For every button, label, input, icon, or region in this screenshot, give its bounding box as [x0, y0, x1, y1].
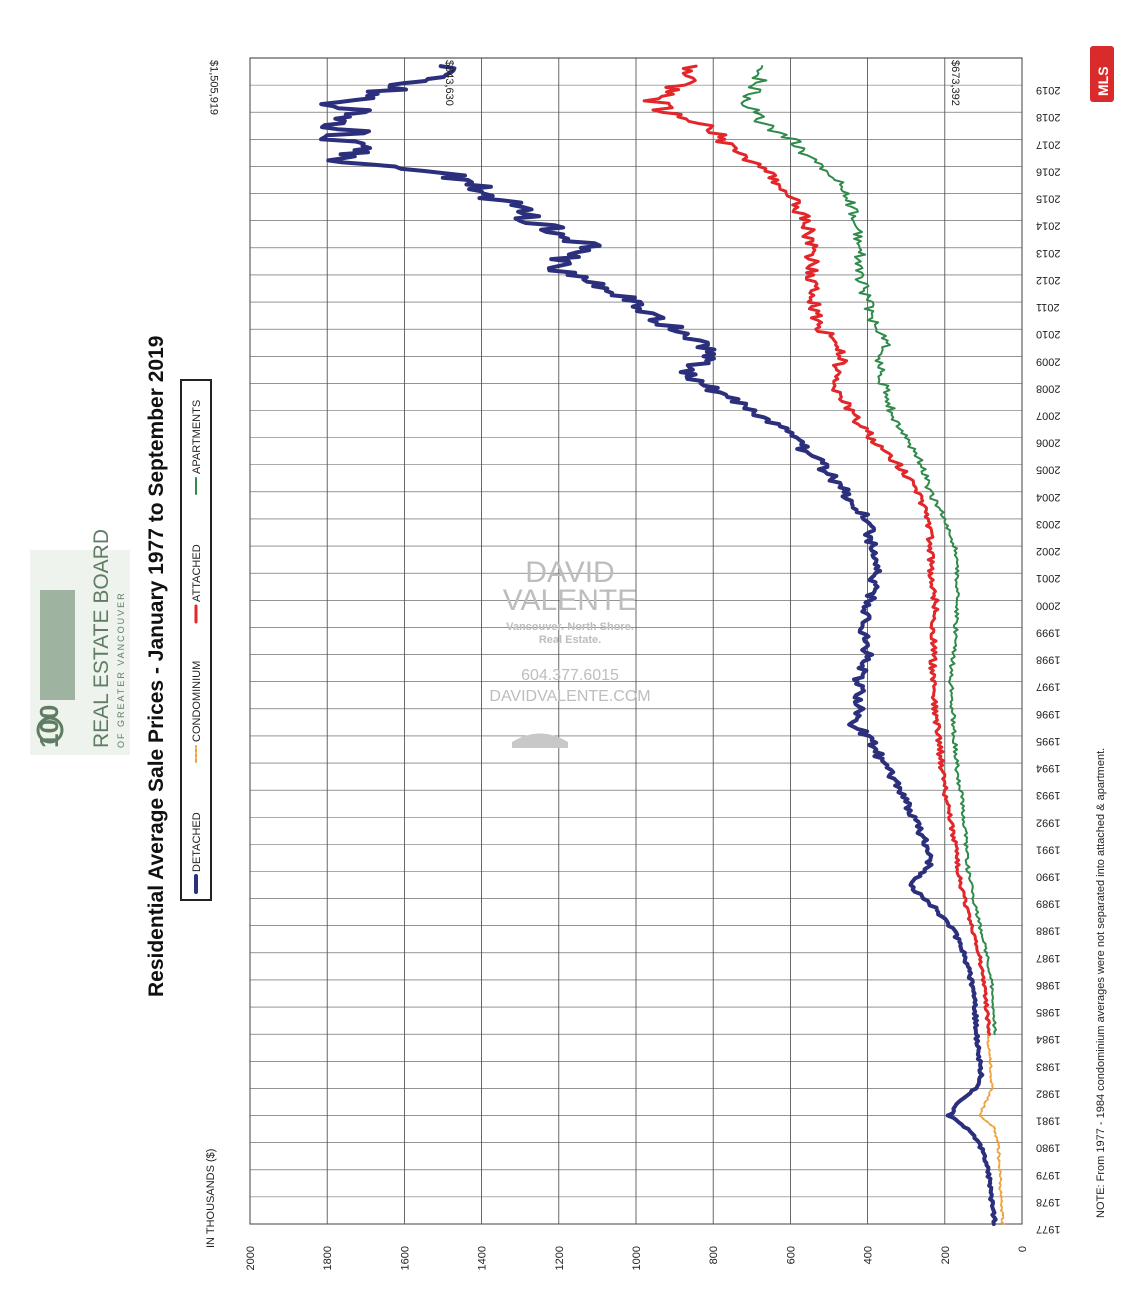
series-line-condominium: [978, 1033, 1005, 1225]
x-tick-label: 2013: [1036, 247, 1060, 259]
annotations: $1,505,919 $843,630 $673,392: [208, 60, 962, 115]
x-tick-label: 1979: [1036, 1169, 1060, 1181]
board-logo: 100 REAL ESTATE BOARD OF GREATER VANCOUV…: [30, 529, 130, 755]
x-tick-label: 1984: [1036, 1033, 1060, 1045]
x-tick-label: 2010: [1036, 328, 1060, 340]
x-tick-label: 1991: [1036, 843, 1060, 855]
watermark: DAVID VALENTE Vancouver. North Shore. Re…: [489, 556, 651, 748]
y-tick-label: 600: [785, 1246, 797, 1264]
x-tick-label: 2016: [1036, 165, 1060, 177]
x-tick-label: 1980: [1036, 1142, 1060, 1154]
y-tick-label: 800: [708, 1246, 720, 1264]
logo-board-name: REAL ESTATE BOARD: [90, 529, 113, 748]
x-tick-label: 2014: [1036, 220, 1060, 232]
x-tick-label: 2005: [1036, 464, 1060, 476]
x-tick-label: 1978: [1036, 1196, 1060, 1208]
y-tick-label: 2000: [245, 1246, 257, 1270]
y-tick-label: 200: [940, 1246, 952, 1264]
x-tick-label: 2001: [1036, 572, 1060, 584]
y-tick-label: 1800: [322, 1246, 334, 1270]
watermark-line2: VALENTE: [503, 584, 638, 617]
y-tick-label: 1600: [399, 1246, 411, 1270]
watermark-phone: 604.377.6015: [521, 667, 619, 684]
x-tick-label: 1997: [1036, 681, 1060, 693]
x-tick-label: 2004: [1036, 491, 1060, 503]
series-line-apartments: [740, 65, 997, 1036]
x-tick-label: 1999: [1036, 626, 1060, 638]
x-tick-label: 2006: [1036, 437, 1060, 449]
logo-board-sub: OF GREATER VANCOUVER: [116, 591, 126, 748]
legend-items: DETACHED CONDOMINIUM ATTACHED APARTMENTS: [191, 400, 203, 894]
x-tick-label: 1990: [1036, 870, 1060, 882]
x-tick-label: 2019: [1036, 84, 1060, 96]
logo-circle: [36, 716, 64, 744]
watermark-house-icon: [512, 733, 568, 748]
chart-title: Residential Average Sale Prices - Januar…: [145, 336, 168, 997]
y-tick-label: 0: [1017, 1246, 1029, 1252]
watermark-tagline2: Real Estate.: [539, 634, 601, 646]
x-tick-label: 1987: [1036, 952, 1060, 964]
x-tick-label: 1996: [1036, 708, 1060, 720]
legend-label-detached: DETACHED: [191, 812, 203, 872]
watermark-tagline1: Vancouver. North Shore.: [506, 621, 634, 633]
x-tick-label: 1993: [1036, 789, 1060, 801]
x-tick-label: 1988: [1036, 925, 1060, 937]
x-tick-label: 2008: [1036, 382, 1060, 394]
x-tick-label: 1982: [1036, 1087, 1060, 1099]
legend-label-condominium: CONDOMINIUM: [191, 661, 203, 742]
series-lines: [319, 64, 1005, 1226]
x-tick-label: 2018: [1036, 111, 1060, 123]
y-axis-label: IN THOUSANDS ($): [205, 1149, 217, 1248]
x-tick-label: 1992: [1036, 816, 1060, 828]
x-tick-label: 2002: [1036, 545, 1060, 557]
annotation-label: $843,630: [443, 60, 455, 106]
x-tick-label: 2009: [1036, 355, 1060, 367]
annotation-label: $1,505,919: [208, 60, 220, 115]
x-tick-label: 1995: [1036, 735, 1060, 747]
x-tick-labels: 1977 1978 1979 1980 1981 1982 1983 1984 1985 1986…: [1036, 84, 1060, 1235]
x-tick-label: 1985: [1036, 1006, 1060, 1018]
mls-text: MLS: [1095, 66, 1111, 96]
annotation-label: $673,392: [949, 60, 961, 106]
x-tick-label: 2017: [1036, 138, 1060, 150]
x-tick-label: 1981: [1036, 1115, 1060, 1127]
y-tick-label: 1200: [554, 1246, 566, 1270]
x-tick-label: 2011: [1036, 301, 1060, 313]
y-tick-label: 1400: [477, 1246, 489, 1270]
mls-logo: MLS: [1090, 46, 1114, 102]
watermark-line1: DAVID: [525, 556, 614, 589]
legend-label-apartments: APARTMENTS: [191, 400, 203, 474]
x-tick-label: 2012: [1036, 274, 1060, 286]
x-tick-label: 1977: [1036, 1223, 1060, 1235]
legend-frame: [180, 379, 212, 901]
y-tick-label: 1000: [631, 1246, 643, 1270]
x-tick-label: 1983: [1036, 1060, 1060, 1072]
y-tick-labels: 0 200 400 600 800 1000 1200 1400 1600 1800 2000: [245, 1246, 1029, 1270]
x-tick-label: 1986: [1036, 979, 1060, 991]
series-line-detached: [319, 64, 998, 1226]
legend-label-attached: ATTACHED: [191, 544, 203, 602]
watermark-web: DAVIDVALENTE.COM: [489, 688, 650, 705]
logo-ship-graphic: [40, 590, 75, 700]
footnote: NOTE: From 1977 - 1984 condominium avera…: [1095, 748, 1107, 1218]
x-tick-label: 1989: [1036, 898, 1060, 910]
chart-grid: [249, 57, 1023, 1225]
x-tick-label: 2007: [1036, 410, 1060, 422]
logo-badge: 100: [34, 705, 64, 748]
x-tick-label: 1994: [1036, 762, 1060, 774]
x-tick-label: 2015: [1036, 193, 1060, 205]
series-line-attached: [642, 64, 992, 1036]
x-tick-label: 2003: [1036, 518, 1060, 530]
y-tick-label: 400: [863, 1246, 875, 1264]
mls-badge: [1090, 46, 1114, 102]
x-tick-label: 1998: [1036, 654, 1060, 666]
x-tick-label: 2000: [1036, 599, 1060, 611]
legend: DETACHED CONDOMINIUM ATTACHED APARTMENTS: [180, 379, 212, 901]
